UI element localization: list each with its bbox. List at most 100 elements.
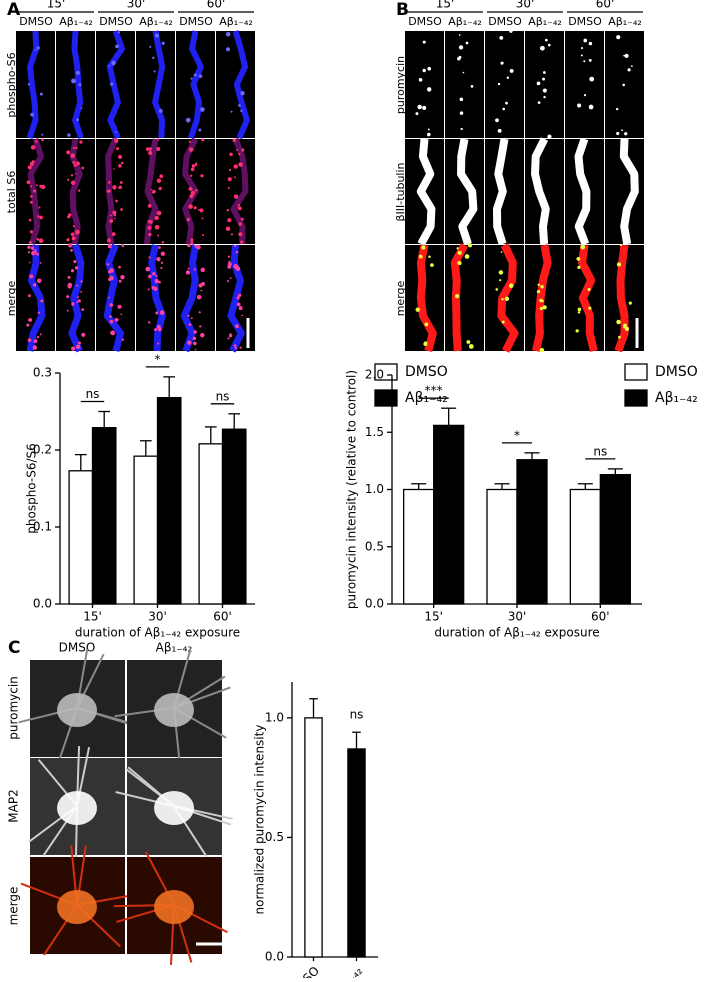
- puncta: [418, 254, 423, 259]
- neurite: [416, 138, 436, 246]
- puncta: [81, 332, 86, 337]
- time-label: 60': [596, 0, 615, 11]
- puncta: [70, 269, 75, 273]
- puncta: [66, 150, 71, 155]
- neurite: [578, 244, 598, 352]
- puncta: [150, 188, 153, 191]
- puncta: [542, 88, 547, 93]
- puncta: [227, 177, 232, 182]
- legend-swatch: [374, 389, 398, 407]
- puncta: [154, 33, 160, 38]
- puncta: [39, 215, 43, 220]
- puncta: [75, 161, 80, 166]
- puncta: [27, 294, 31, 298]
- puncta: [621, 129, 623, 132]
- neurite: [416, 244, 437, 353]
- puncta: [27, 245, 31, 249]
- puncta: [154, 328, 158, 332]
- puncta: [201, 217, 204, 220]
- puncta: [29, 261, 31, 264]
- puncta: [67, 275, 71, 279]
- puncta: [427, 128, 430, 131]
- row-label: puromycin: [7, 676, 21, 740]
- significance-label: ns: [593, 444, 607, 458]
- puncta: [71, 302, 75, 306]
- puncta: [41, 133, 44, 136]
- puncta: [190, 167, 195, 172]
- puncta: [38, 206, 41, 209]
- bar: [304, 717, 323, 958]
- bar: [486, 488, 518, 605]
- puncta: [109, 218, 114, 223]
- bar: [599, 473, 631, 605]
- puncta: [233, 164, 238, 169]
- puncta: [36, 237, 40, 241]
- puncta: [152, 271, 156, 276]
- y-tick-label: 2.0: [365, 368, 384, 382]
- puncta: [107, 270, 112, 274]
- puncta: [118, 265, 121, 269]
- y-tick-label: 0.1: [33, 520, 52, 534]
- puncta: [630, 65, 633, 68]
- legend-label: Aβ₁₋₄₂: [655, 390, 698, 406]
- puncta: [120, 274, 125, 280]
- puncta: [77, 341, 81, 345]
- micrograph: [445, 31, 484, 138]
- column-label: DMSO: [179, 15, 213, 28]
- puncta: [111, 232, 116, 237]
- puncta: [110, 82, 114, 86]
- neurite: [26, 30, 40, 139]
- puncta: [232, 138, 236, 142]
- puncta: [424, 322, 429, 327]
- puncta: [226, 280, 230, 283]
- puncta: [228, 334, 233, 338]
- y-axis-label: puromycin intensity (relative to control…: [345, 370, 359, 609]
- puncta: [28, 240, 32, 245]
- puncta: [468, 344, 474, 349]
- bar: [133, 455, 159, 605]
- puncta: [70, 249, 73, 252]
- puncta: [228, 168, 232, 172]
- puncta: [154, 215, 159, 221]
- puncta: [114, 138, 119, 143]
- column-label: DMSO: [99, 15, 133, 28]
- y-tick-label: 0.3: [33, 366, 52, 380]
- puncta: [200, 289, 203, 292]
- puncta: [458, 45, 464, 50]
- x-tick-label: 60': [213, 610, 232, 624]
- puncta: [197, 208, 200, 211]
- puncta: [537, 101, 541, 104]
- column-label: DMSO: [568, 15, 602, 28]
- puncta: [194, 244, 197, 248]
- soma: [154, 693, 194, 727]
- y-tick-label: 1.5: [365, 425, 384, 439]
- puncta: [508, 283, 514, 289]
- puncta: [187, 243, 191, 248]
- puncta: [196, 294, 202, 300]
- puncta: [577, 311, 581, 314]
- x-tick-label: Aβ₁₋₄₂: [329, 964, 365, 978]
- puncta: [543, 95, 546, 99]
- row-label: merge: [394, 280, 407, 316]
- neurite: [450, 243, 469, 352]
- neurite: [26, 244, 46, 352]
- puncta: [619, 244, 622, 247]
- puncta: [68, 213, 72, 217]
- puncta: [230, 110, 233, 113]
- puncta: [153, 70, 156, 73]
- puncta: [588, 306, 592, 310]
- puncta: [33, 339, 38, 343]
- puncta: [616, 319, 621, 325]
- significance-label: *: [155, 352, 161, 366]
- puncta: [422, 105, 427, 110]
- puncta: [188, 147, 194, 152]
- puncta: [187, 314, 190, 317]
- puncta: [185, 270, 191, 275]
- puncta: [196, 245, 201, 250]
- x-tick-label: DMSO: [286, 964, 322, 978]
- puncta: [110, 330, 115, 336]
- puncta: [113, 217, 116, 220]
- puncta: [509, 69, 514, 73]
- row-label: βIII-tubulin: [394, 162, 407, 221]
- puncta: [200, 174, 204, 178]
